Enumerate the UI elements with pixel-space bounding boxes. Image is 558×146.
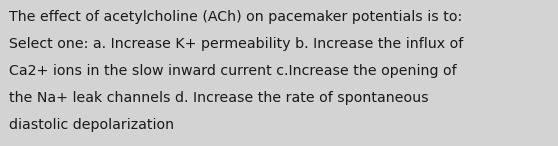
Text: Ca2+ ions in the slow inward current c.Increase the opening of: Ca2+ ions in the slow inward current c.I… bbox=[9, 64, 456, 78]
Text: The effect of acetylcholine (ACh) on pacemaker potentials is to:: The effect of acetylcholine (ACh) on pac… bbox=[9, 10, 462, 24]
Text: diastolic depolarization: diastolic depolarization bbox=[9, 118, 174, 132]
Text: Select one: a. Increase K+ permeability b. Increase the influx of: Select one: a. Increase K+ permeability … bbox=[9, 37, 463, 51]
Text: the Na+ leak channels d. Increase the rate of spontaneous: the Na+ leak channels d. Increase the ra… bbox=[9, 91, 429, 105]
